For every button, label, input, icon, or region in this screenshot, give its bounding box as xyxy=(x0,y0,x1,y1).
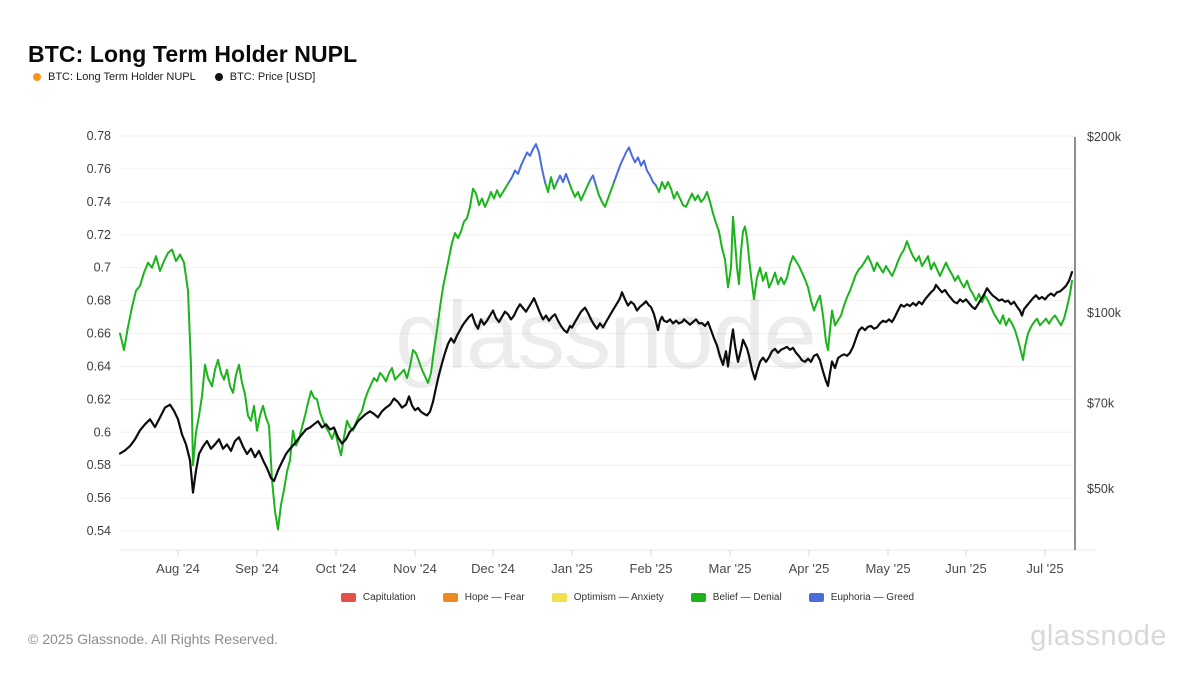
zone-legend-item-0[interactable]: Capitulation xyxy=(340,592,416,603)
left-axis-tick-label: 0.6 xyxy=(94,425,111,439)
left-axis-tick-label: 0.58 xyxy=(87,458,111,472)
zone-label: Optimism — Anxiety xyxy=(573,592,664,603)
x-axis-tick-label: Oct '24 xyxy=(316,561,357,576)
left-axis-tick-label: 0.54 xyxy=(87,524,111,538)
legend-item-nupl[interactable]: BTC: Long Term Holder NUPL xyxy=(33,71,196,83)
price-line xyxy=(118,271,1074,494)
right-axis-tick-label: $50k xyxy=(1087,482,1115,496)
zone-swatch-icon xyxy=(690,593,706,602)
right-axis-tick-label: $100k xyxy=(1087,306,1122,320)
x-axis-tick-label: Feb '25 xyxy=(630,561,673,576)
price-series-label: BTC: Price [USD] xyxy=(229,71,316,83)
nupl-series-dot-icon xyxy=(33,73,41,81)
right-axis-tick-label: $200k xyxy=(1087,130,1122,144)
legend-item-price[interactable]: BTC: Price [USD] xyxy=(214,71,316,83)
nupl-line xyxy=(119,176,1073,531)
left-axis-tick-label: 0.74 xyxy=(87,195,111,209)
zone-swatch-icon xyxy=(442,593,458,602)
nupl-zones-legend: Capitulation Hope — Fear Optimism — Anxiet… xyxy=(0,592,1200,603)
right-axis-tick-label: $70k xyxy=(1087,397,1115,411)
zone-legend-item-3[interactable]: Belief — Denial xyxy=(690,592,782,603)
nupl-series-label: BTC: Long Term Holder NUPL xyxy=(48,71,196,83)
zone-label: Belief — Denial xyxy=(712,592,782,603)
left-axis-tick-label: 0.68 xyxy=(87,294,111,308)
x-axis-tick-label: May '25 xyxy=(865,561,910,576)
x-axis-tick-label: Mar '25 xyxy=(709,561,752,576)
watermark-text: glassnode xyxy=(395,282,815,389)
zone-label: Capitulation xyxy=(362,592,416,603)
zone-swatch-icon xyxy=(808,593,824,602)
zone-legend-item-4[interactable]: Euphoria — Greed xyxy=(808,592,915,603)
nupl-line-euphoria xyxy=(508,143,657,187)
left-axis-tick-label: 0.78 xyxy=(87,129,111,143)
left-axis-tick-label: 0.7 xyxy=(94,261,111,275)
copyright-text: © 2025 Glassnode. All Rights Reserved. xyxy=(28,631,279,647)
x-axis-tick-label: Dec '24 xyxy=(471,561,515,576)
zone-legend-item-1[interactable]: Hope — Fear xyxy=(442,592,525,603)
left-axis-tick-label: 0.66 xyxy=(87,327,111,341)
left-axis-tick-label: 0.72 xyxy=(87,228,111,242)
zone-label: Euphoria — Greed xyxy=(830,592,915,603)
glassnode-logo: glassnode xyxy=(1030,620,1167,652)
series-legend: BTC: Long Term Holder NUPL BTC: Price [U… xyxy=(33,71,315,83)
left-axis-tick-label: 0.62 xyxy=(87,392,111,406)
page-title: BTC: Long Term Holder NUPL xyxy=(28,41,358,68)
price-series-dot-icon xyxy=(214,73,223,81)
left-axis-tick-label: 0.56 xyxy=(87,491,111,505)
zone-label: Hope — Fear xyxy=(464,592,525,603)
x-axis-tick-label: Jun '25 xyxy=(945,561,987,576)
x-axis-tick-label: Aug '24 xyxy=(156,561,200,576)
left-axis-tick-label: 0.64 xyxy=(87,359,111,373)
zone-swatch-icon xyxy=(340,593,356,602)
x-axis-tick-label: Sep '24 xyxy=(235,561,279,576)
left-axis-tick-label: 0.76 xyxy=(87,162,111,176)
x-axis-tick-label: Apr '25 xyxy=(789,561,830,576)
zone-legend-item-2[interactable]: Optimism — Anxiety xyxy=(551,592,664,603)
x-axis-tick-label: Jul '25 xyxy=(1026,561,1063,576)
x-axis-tick-label: Nov '24 xyxy=(393,561,437,576)
x-axis-tick-label: Jan '25 xyxy=(551,561,593,576)
zone-swatch-icon xyxy=(551,593,567,602)
